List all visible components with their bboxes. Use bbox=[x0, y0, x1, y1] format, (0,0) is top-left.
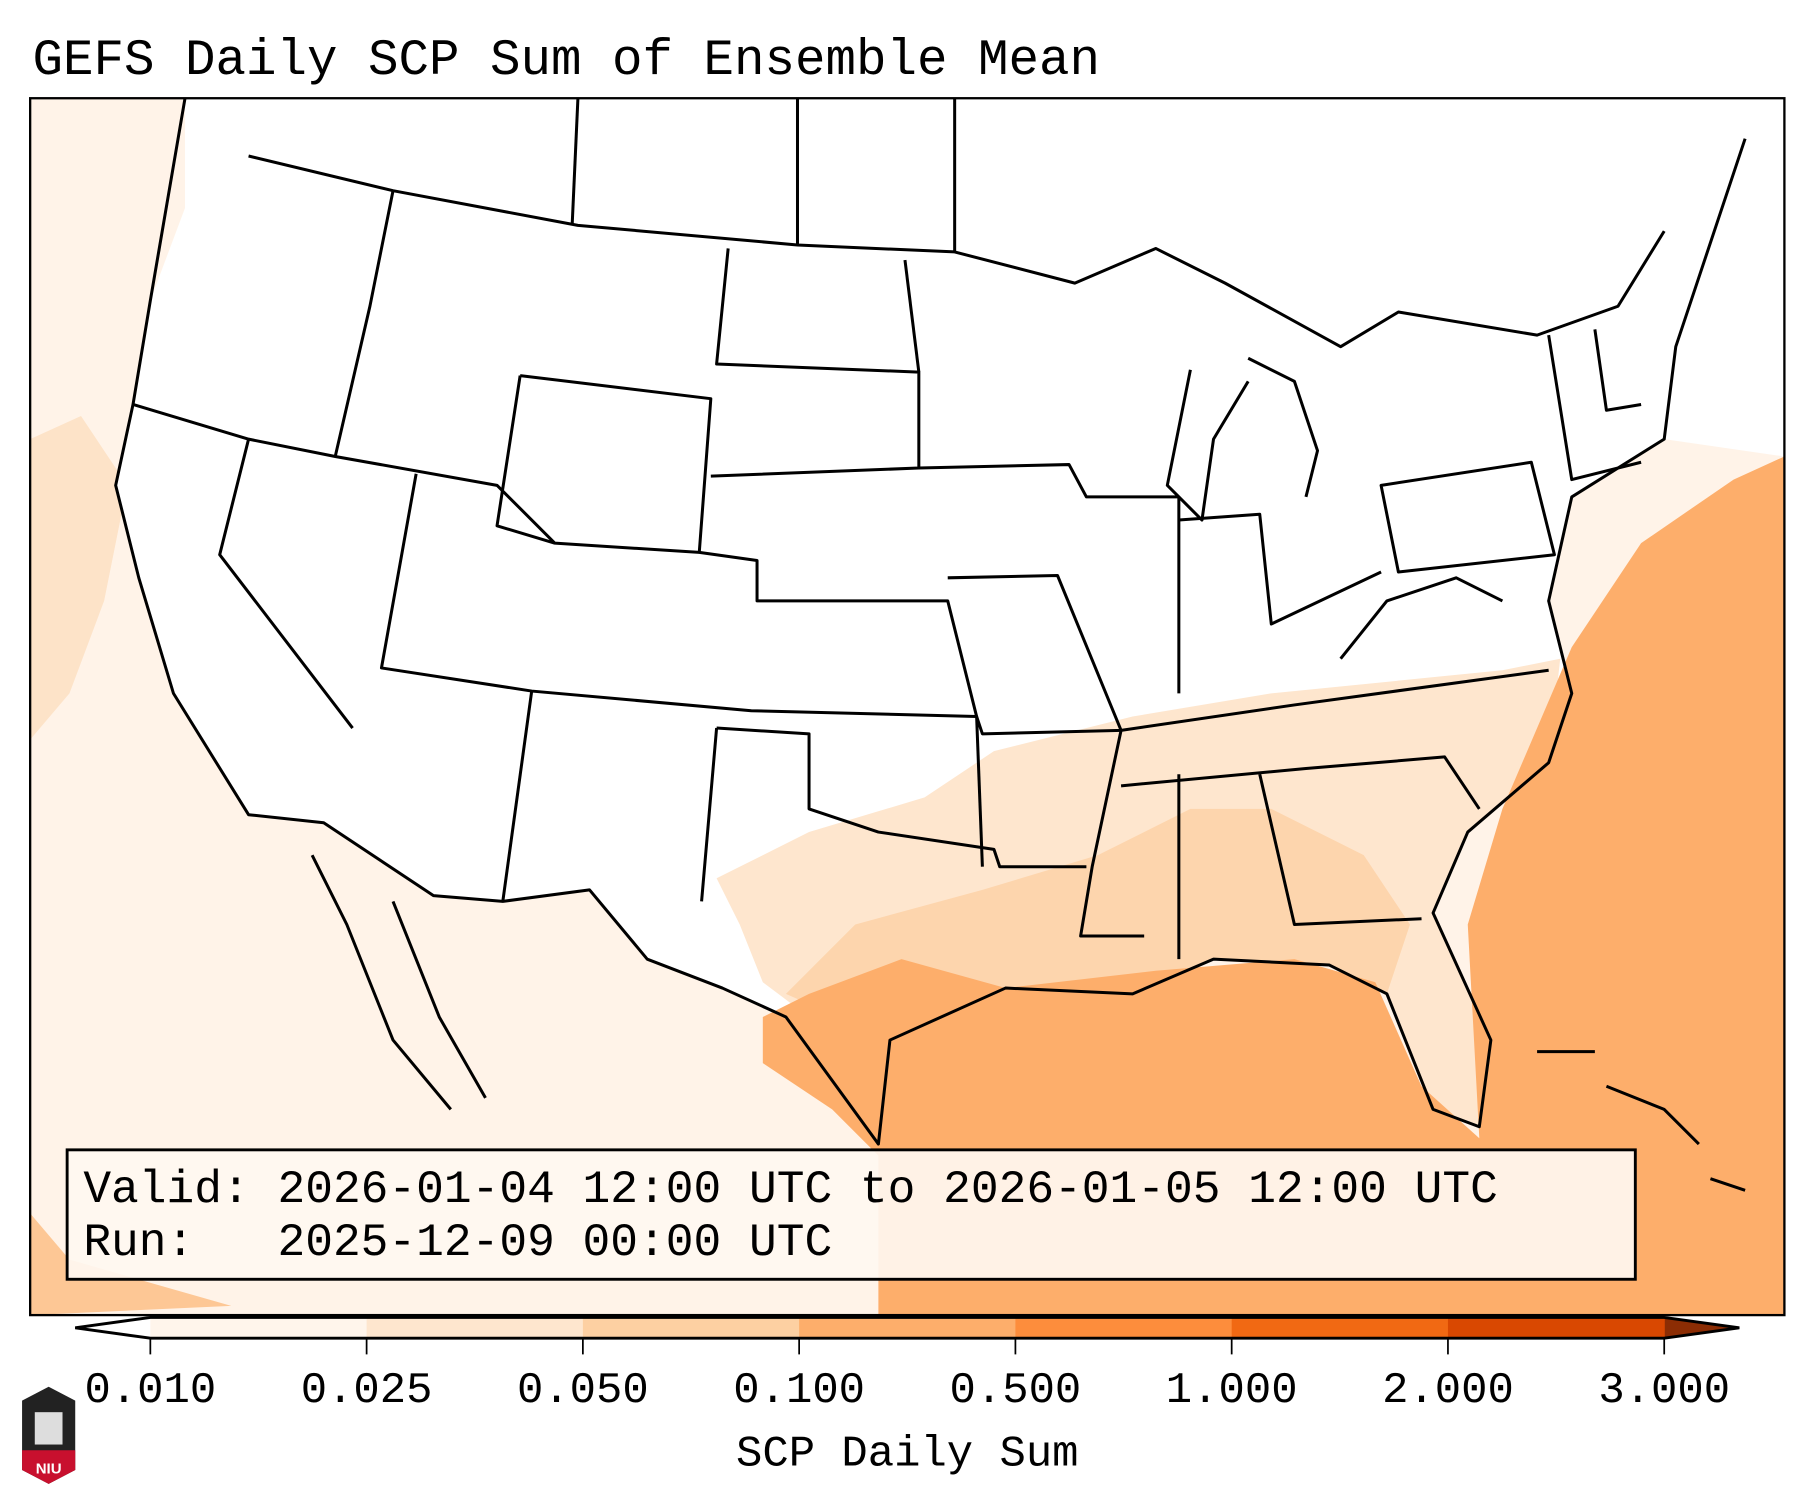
colorbar-tick-label: 0.100 bbox=[733, 1366, 865, 1416]
logo-text: NIU bbox=[36, 1460, 62, 1477]
gulf-atlantic-shading bbox=[762, 456, 1785, 1316]
run-time-text: Run: 2025-12-09 00:00 UTC bbox=[83, 1217, 832, 1269]
colorbar-tick-label: 0.025 bbox=[301, 1366, 433, 1416]
colorbar-tick-label: 2.000 bbox=[1382, 1366, 1514, 1416]
colorbar-bin bbox=[366, 1317, 584, 1339]
colorbar-over-extension bbox=[1664, 1317, 1740, 1339]
valid-time-text: Valid: 2026-01-04 12:00 UTC to 2026-01-0… bbox=[83, 1164, 1498, 1216]
southwest-corner-shading bbox=[30, 1213, 232, 1316]
colorbar-tick-label: 0.050 bbox=[517, 1366, 649, 1416]
colorbar-bin bbox=[150, 1317, 368, 1339]
colorbar-under-extension bbox=[75, 1317, 151, 1339]
figure-title: GEFS Daily SCP Sum of Ensemble Mean bbox=[32, 33, 1100, 90]
info-box: Valid: 2026-01-04 12:00 UTC to 2026-01-0… bbox=[65, 1148, 1637, 1281]
colorbar-bin bbox=[1231, 1317, 1449, 1339]
colorbar-bin bbox=[799, 1317, 1016, 1339]
niu-logo: NIU bbox=[22, 1386, 76, 1484]
pacific-shading bbox=[30, 416, 128, 740]
colorbar-bin bbox=[582, 1317, 800, 1339]
colorbar-label: SCP Daily Sum bbox=[736, 1429, 1079, 1479]
colorbar-tick-label: 0.500 bbox=[950, 1366, 1082, 1416]
map-frame bbox=[29, 97, 1786, 1317]
colorbar-bin bbox=[1447, 1317, 1665, 1339]
colorbar-tick-label: 0.010 bbox=[84, 1366, 216, 1416]
boundaries bbox=[114, 98, 1747, 1192]
colorbar: 0.010 0.025 0.050 0.100 0.500 1.000 2.000 3.000 bbox=[75, 1315, 1740, 1416]
colorbar-tick-label: 1.000 bbox=[1166, 1366, 1298, 1416]
colorbar-bin bbox=[1015, 1317, 1233, 1339]
colorbar-tick-label: 3.000 bbox=[1598, 1366, 1730, 1416]
map-panel: Valid: 2026-01-04 12:00 UTC to 2026-01-0… bbox=[29, 97, 1786, 1317]
